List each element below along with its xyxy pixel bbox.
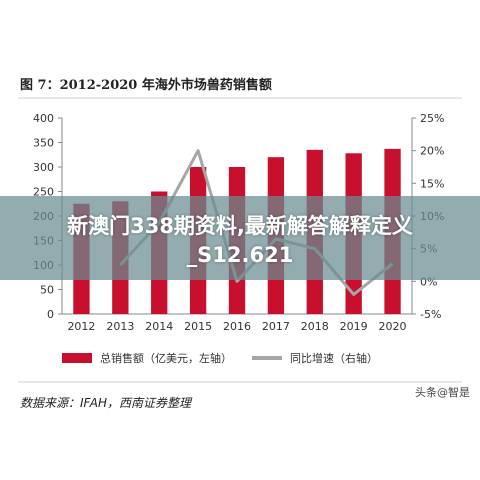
x-tick-label: 2014 [145, 320, 173, 333]
x-tick-label: 2013 [106, 320, 134, 333]
overlay-banner: 新澳门338期资料,最新解答解释定义 _S12.621 [0, 196, 480, 280]
right-tick-label: 25% [420, 112, 444, 125]
watermark-text: 头条@智是 [415, 386, 470, 399]
x-tick-label: 2015 [184, 320, 212, 333]
x-tick-label: 2016 [223, 320, 251, 333]
left-tick-label: 300 [33, 161, 54, 174]
legend-label-bar: 总销售额（亿美元，左轴） [100, 351, 232, 365]
figure-title: 图 7：2012-2020 年海外市场兽药销售额 [20, 78, 272, 93]
legend-label-line: 同比增速（右轴） [290, 351, 378, 365]
right-tick-label: 20% [420, 145, 444, 158]
x-tick-label: 2020 [379, 320, 407, 333]
x-tick-label: 2017 [262, 320, 290, 333]
x-tick-label: 2018 [301, 320, 329, 333]
source-note: 数据来源：IFAH，西南证券整理 [20, 396, 191, 410]
right-tick-label: -5% [420, 308, 441, 321]
left-tick-label: 250 [33, 186, 54, 199]
x-tick-label: 2012 [67, 320, 95, 333]
left-tick-label: 350 [33, 137, 54, 150]
banner-headline: 新澳门338期资料,最新解答解释定义 [67, 214, 413, 238]
banner-subline: _S12.621 [186, 243, 294, 267]
left-tick-label: 50 [40, 284, 54, 297]
x-tick-label: 2019 [340, 320, 368, 333]
left-tick-label: 0 [47, 308, 54, 321]
right-tick-label: 15% [420, 177, 444, 190]
left-tick-label: 400 [33, 112, 54, 125]
legend-swatch-bar [62, 353, 92, 363]
